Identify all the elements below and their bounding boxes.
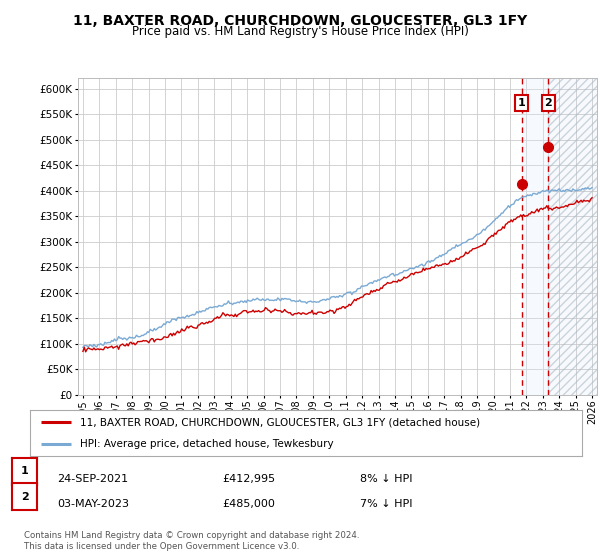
Text: £485,000: £485,000: [222, 499, 275, 509]
Text: Contains HM Land Registry data © Crown copyright and database right 2024.: Contains HM Land Registry data © Crown c…: [24, 531, 359, 540]
Text: Price paid vs. HM Land Registry's House Price Index (HPI): Price paid vs. HM Land Registry's House …: [131, 25, 469, 38]
Bar: [548, 78, 597, 395]
Text: 2: 2: [544, 98, 552, 108]
Text: 11, BAXTER ROAD, CHURCHDOWN, GLOUCESTER, GL3 1FY: 11, BAXTER ROAD, CHURCHDOWN, GLOUCESTER,…: [73, 14, 527, 28]
Text: 2: 2: [21, 492, 28, 502]
Text: 1: 1: [21, 466, 28, 477]
Text: 1: 1: [518, 98, 526, 108]
Text: 7% ↓ HPI: 7% ↓ HPI: [360, 499, 413, 509]
Text: 24-SEP-2021: 24-SEP-2021: [57, 474, 128, 484]
Text: 8% ↓ HPI: 8% ↓ HPI: [360, 474, 413, 484]
Bar: [548, 78, 597, 395]
Text: This data is licensed under the Open Government Licence v3.0.: This data is licensed under the Open Gov…: [24, 542, 299, 550]
Text: £412,995: £412,995: [222, 474, 275, 484]
Text: HPI: Average price, detached house, Tewkesbury: HPI: Average price, detached house, Tewk…: [80, 440, 334, 450]
Bar: [522, 78, 548, 395]
Text: 03-MAY-2023: 03-MAY-2023: [57, 499, 129, 509]
Bar: [548, 78, 597, 395]
Text: 11, BAXTER ROAD, CHURCHDOWN, GLOUCESTER, GL3 1FY (detached house): 11, BAXTER ROAD, CHURCHDOWN, GLOUCESTER,…: [80, 417, 480, 427]
